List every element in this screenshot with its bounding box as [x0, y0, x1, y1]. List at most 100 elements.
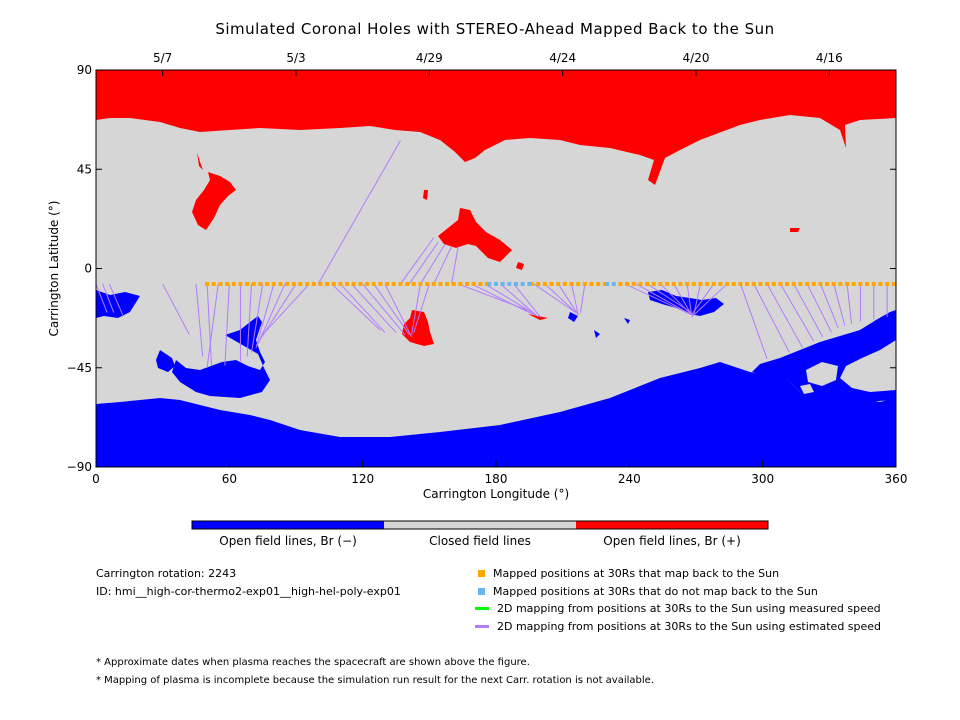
mapped-point — [445, 281, 450, 286]
mapped-point — [425, 281, 430, 286]
mapping-line — [362, 283, 406, 335]
mapped-point — [891, 281, 896, 286]
mapping-line — [420, 243, 446, 285]
mapped-point — [529, 281, 534, 286]
mapped-point — [278, 281, 283, 286]
mapping-line — [513, 283, 541, 318]
mapped-point — [211, 281, 216, 286]
mapped-point — [385, 281, 390, 286]
mapping-line — [96, 283, 108, 313]
mapped-point — [878, 281, 883, 286]
mapped-point — [458, 281, 463, 286]
mapped-point — [205, 281, 210, 286]
colorbar-frame — [191, 520, 769, 530]
mapped-point — [371, 281, 376, 286]
mapped-point — [596, 281, 601, 286]
mapped-point — [365, 281, 370, 286]
mapping-line — [317, 140, 401, 285]
x-tick-label: 360 — [885, 472, 908, 486]
unmapped-point — [494, 281, 498, 286]
mapped-point — [818, 281, 823, 286]
mapped-point — [885, 281, 890, 286]
mapped-point — [811, 281, 816, 286]
x-tick-label: 300 — [751, 472, 774, 486]
mapping-line — [433, 246, 453, 285]
positive-hole-lon150 — [402, 310, 434, 346]
mapped-point — [651, 281, 656, 286]
mapping-line — [206, 283, 219, 368]
mapping-line — [251, 283, 264, 353]
mapping-line — [579, 283, 586, 313]
mapped-point — [798, 281, 803, 286]
mapping-line — [260, 283, 297, 340]
mapped-point — [562, 281, 567, 286]
mapped-point — [265, 281, 270, 286]
mapped-point — [238, 281, 243, 286]
mapped-point — [556, 281, 561, 286]
mapped-point — [225, 281, 230, 286]
north-polar-hole — [96, 70, 896, 185]
mapping-line — [471, 283, 535, 316]
colorbar-label-positive: Open field lines, Br (+) — [603, 534, 741, 548]
mapped-point — [845, 281, 850, 286]
unmapped-point — [514, 281, 518, 286]
mapped-point — [791, 281, 796, 286]
mapped-point — [218, 281, 223, 286]
south-extension-lon70 — [172, 316, 270, 398]
mapping-line — [257, 283, 286, 344]
mapped-point — [576, 281, 581, 286]
unmapped-point — [500, 281, 505, 286]
mapping-line — [673, 283, 692, 316]
mapped-point — [851, 281, 856, 286]
mapping-line — [340, 283, 386, 333]
mapped-point — [438, 281, 443, 286]
mapped-point — [431, 281, 436, 286]
mapped-point — [765, 281, 770, 286]
mapped-point — [345, 281, 350, 286]
mapping-line — [846, 283, 853, 324]
date-tick-label: 4/24 — [549, 51, 576, 65]
unmapped-point — [487, 281, 492, 286]
mapped-point — [258, 281, 263, 286]
legend-item-estimated-speed: 2D mapping from positions at 30Rs to the… — [475, 620, 882, 633]
mapped-point — [738, 281, 743, 286]
mapping-line — [408, 241, 439, 285]
mapped-point — [358, 281, 363, 286]
y-tick-label: −90 — [67, 460, 92, 474]
mapped-point — [805, 281, 810, 286]
colorbar-negative — [192, 521, 384, 529]
mapped-point — [285, 281, 290, 286]
mapping-line — [793, 283, 824, 338]
mapped-point — [865, 281, 870, 286]
mapped-point — [671, 281, 676, 286]
y-tick-label: 45 — [77, 162, 92, 176]
mapped-point — [478, 281, 483, 286]
mapped-point — [638, 281, 643, 286]
mapped-point — [858, 281, 863, 286]
mapped-point — [378, 281, 383, 286]
mapped-point — [465, 281, 470, 286]
mapped-point — [245, 281, 250, 286]
mapped-point — [658, 281, 663, 286]
unmapped-point — [611, 281, 616, 286]
mapped-point — [825, 281, 830, 286]
mapping-line — [571, 283, 579, 315]
mapping-line — [484, 283, 537, 316]
mapped-point — [338, 281, 343, 286]
y-tick-label: 90 — [77, 63, 92, 77]
mapping-line — [819, 283, 839, 329]
mapping-line — [373, 283, 410, 335]
mapped-point — [271, 281, 276, 286]
mapping-line — [833, 283, 846, 326]
orange-square-icon — [478, 570, 485, 577]
mapped-point — [542, 281, 547, 286]
purple-line-icon — [475, 625, 489, 628]
legend-label: 2D mapping from positions at 30Rs to the… — [497, 620, 882, 633]
y-tick-label: 0 — [84, 262, 92, 276]
mapping-line — [533, 283, 577, 314]
mapped-point — [451, 281, 456, 286]
carrington-rotation: Carrington rotation: 2243 — [96, 567, 237, 580]
south-polar-hole — [96, 362, 896, 467]
colorbar-label-closed: Closed field lines — [429, 534, 531, 548]
